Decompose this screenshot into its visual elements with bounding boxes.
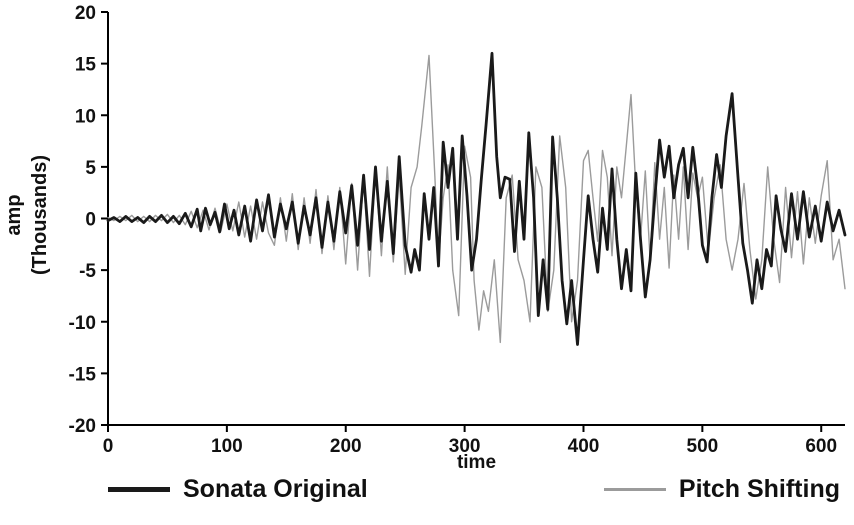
legend-label: Pitch Shifting [678,474,840,503]
svg-text:200: 200 [330,436,362,457]
svg-text:10: 10 [75,106,96,127]
svg-text:5: 5 [85,158,96,179]
legend-swatch [108,486,170,492]
svg-text:300: 300 [449,436,481,457]
svg-text:-15: -15 [69,364,97,385]
svg-text:15: 15 [75,55,97,76]
svg-text:0: 0 [103,436,114,457]
y-axis-title-amp: amp [3,194,25,236]
legend-item-sonata-original: Sonata Original [108,475,368,504]
legend-label: Sonata Original [183,474,368,503]
svg-text:20: 20 [75,3,96,24]
legend-swatch [603,487,666,491]
svg-text:0: 0 [85,210,96,231]
x-axis-title: time [456,452,497,473]
legend-item-pitch-shifting: Pitch Shifting [603,474,840,504]
svg-text:-20: -20 [69,416,96,437]
svg-text:400: 400 [568,436,600,457]
chart-legend: Sonata Original Pitch Shifting [108,472,840,506]
svg-text:500: 500 [687,436,719,457]
svg-text:-5: -5 [79,261,96,282]
svg-text:100: 100 [211,436,243,457]
y-axis-title-thousands: (Thousands) [29,155,51,275]
svg-text:-10: -10 [69,313,96,334]
svg-text:600: 600 [805,436,837,457]
waveform-chart: 20 15 10 5 0 -5 -10 -15 -20 0 100 200 300 400 500 600 [69,3,847,457]
chart-plot-area: 20 15 10 5 0 -5 -10 -15 -20 0 100 200 300 400 500 600 [69,3,847,457]
